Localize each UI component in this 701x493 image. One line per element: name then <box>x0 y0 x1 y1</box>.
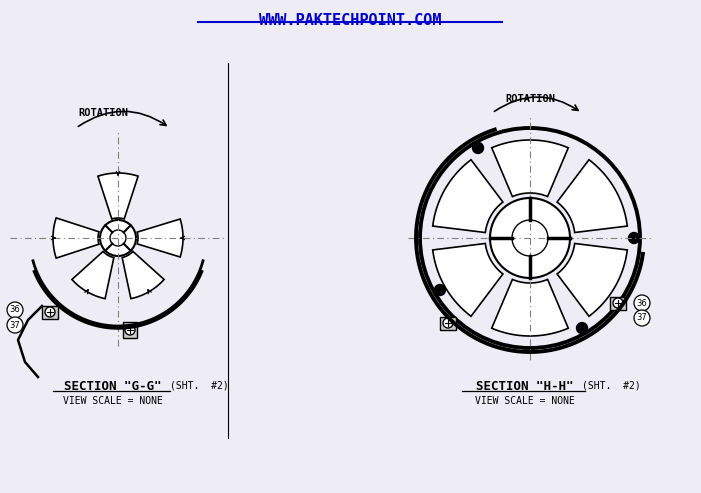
Circle shape <box>7 302 23 318</box>
Polygon shape <box>137 219 183 257</box>
Circle shape <box>634 295 650 311</box>
Circle shape <box>576 322 587 334</box>
Circle shape <box>634 310 650 326</box>
Text: 36: 36 <box>637 298 648 308</box>
Bar <box>440 317 456 329</box>
Circle shape <box>100 220 136 256</box>
Circle shape <box>7 317 23 333</box>
Text: SECTION "H-H": SECTION "H-H" <box>476 380 573 392</box>
Circle shape <box>125 325 135 335</box>
Polygon shape <box>491 280 569 336</box>
Polygon shape <box>557 160 627 233</box>
Circle shape <box>472 142 484 153</box>
Polygon shape <box>433 160 503 233</box>
Text: SECTION "G-G": SECTION "G-G" <box>64 380 162 392</box>
Polygon shape <box>557 244 627 317</box>
Polygon shape <box>491 140 569 197</box>
Circle shape <box>435 284 445 295</box>
Bar <box>123 322 137 338</box>
Circle shape <box>443 318 453 328</box>
Text: (SHT.  #2): (SHT. #2) <box>170 381 229 391</box>
Circle shape <box>629 233 639 244</box>
Text: (SHT.  #2): (SHT. #2) <box>582 381 641 391</box>
Polygon shape <box>433 244 503 317</box>
Text: ROTATION: ROTATION <box>78 108 128 118</box>
Polygon shape <box>122 251 164 299</box>
Text: WWW.PAKTECHPOINT.COM: WWW.PAKTECHPOINT.COM <box>259 13 441 28</box>
Bar <box>42 306 58 318</box>
Text: ROTATION: ROTATION <box>505 94 555 104</box>
Text: 37: 37 <box>637 314 648 322</box>
Bar <box>610 296 626 310</box>
Polygon shape <box>72 251 114 299</box>
Text: VIEW SCALE = NONE: VIEW SCALE = NONE <box>475 396 575 406</box>
Circle shape <box>613 298 623 308</box>
Text: 37: 37 <box>10 320 20 329</box>
Polygon shape <box>98 173 138 219</box>
Circle shape <box>490 198 570 278</box>
Text: 36: 36 <box>10 306 20 315</box>
Circle shape <box>110 230 126 246</box>
Polygon shape <box>53 218 99 258</box>
Text: VIEW SCALE = NONE: VIEW SCALE = NONE <box>63 396 163 406</box>
Circle shape <box>45 307 55 317</box>
Circle shape <box>512 220 548 256</box>
